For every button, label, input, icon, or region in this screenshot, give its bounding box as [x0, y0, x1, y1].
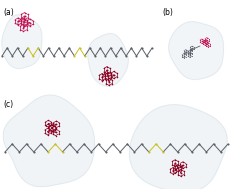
Polygon shape — [129, 105, 227, 189]
Polygon shape — [3, 95, 95, 187]
Text: (c): (c) — [3, 100, 13, 109]
Polygon shape — [2, 15, 42, 68]
Polygon shape — [169, 22, 223, 79]
Polygon shape — [88, 33, 128, 86]
Text: (b): (b) — [162, 8, 173, 17]
Text: (a): (a) — [3, 8, 14, 17]
